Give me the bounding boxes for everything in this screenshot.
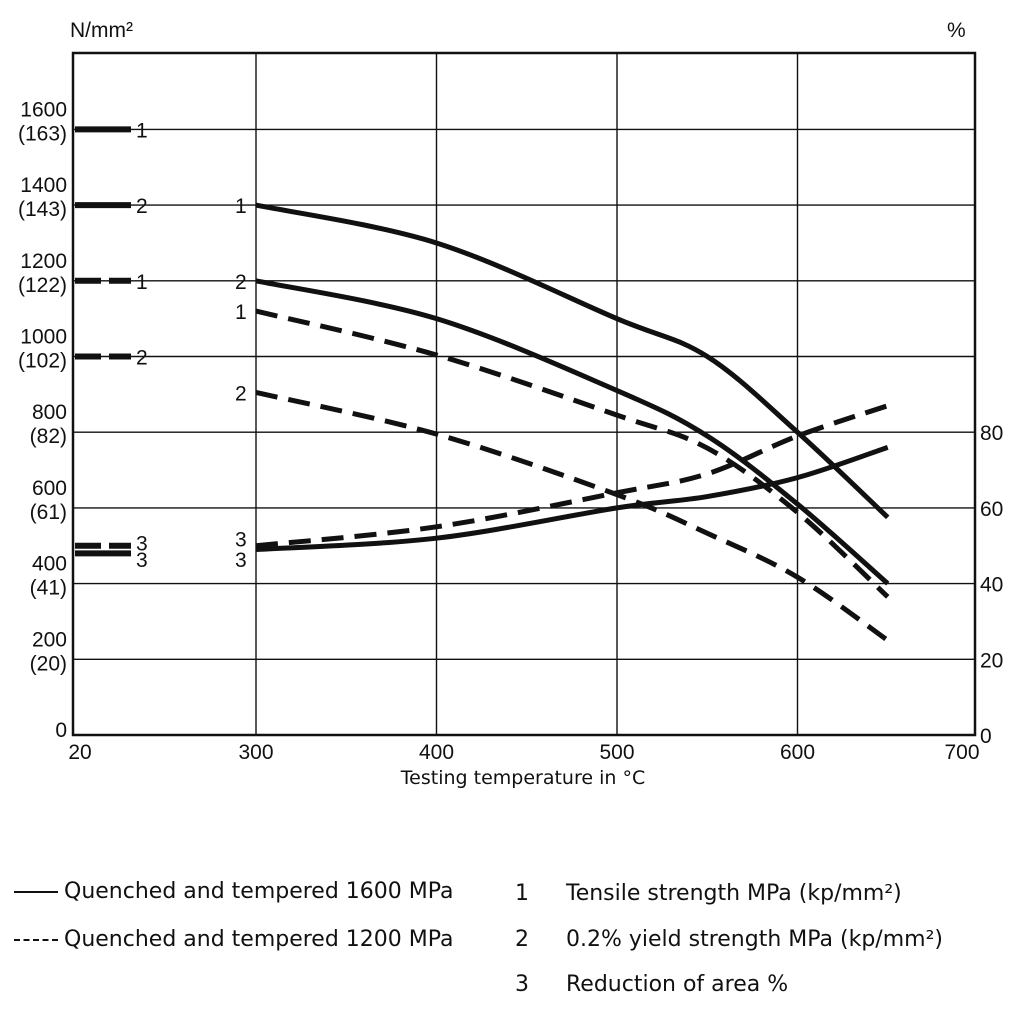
y-tick-label: 800 — [32, 401, 67, 424]
series-line-1-dashed — [255, 308, 890, 599]
right-tick-label: 20 — [980, 649, 1003, 672]
series-label-at-300C: 1 — [235, 195, 247, 218]
y-tick-label: 1200 — [20, 250, 67, 273]
y-tick-label: 1600 — [20, 98, 67, 121]
right-tick-label: 0 — [980, 725, 992, 748]
y-tick-label: 200 — [32, 628, 67, 651]
series-label-at-300C: 2 — [235, 382, 247, 405]
plot-frame — [71, 51, 977, 737]
right-axis-unit: % — [947, 19, 966, 42]
legend-item-solid: Quenched and tempered 1600 MPa — [14, 879, 454, 904]
series-label-at-20C: 1 — [136, 271, 148, 294]
series-line-3-dashed — [255, 403, 889, 549]
series-label-at-20C: 2 — [136, 347, 148, 370]
series-label-at-300C: 1 — [235, 301, 247, 324]
y-tick-sublabel: (20) — [30, 652, 67, 675]
dashed-line-swatch — [14, 938, 58, 941]
legend-code-text: 0.2% yield strength MPa (kp/mm²) — [566, 927, 943, 952]
x-tick-label: 400 — [419, 741, 454, 764]
labels-group: N/mm² %0200(20)400(41)600(61)800(82)1000(… — [18, 19, 1003, 789]
y-tick-sublabel: (122) — [18, 274, 67, 297]
series-group — [75, 126, 890, 643]
legend-code-text: Reduction of area % — [566, 972, 789, 997]
x-tick-label: 300 — [238, 741, 273, 764]
legend-code-number: 1 — [515, 881, 529, 906]
right-tick-label: 60 — [980, 498, 1003, 521]
y-tick-label: 1400 — [20, 174, 67, 197]
y-tick-label: 600 — [32, 477, 67, 500]
series-label-at-300C: 3 — [235, 529, 247, 552]
right-tick-label: 40 — [980, 574, 1003, 597]
y-tick-label: 0 — [55, 719, 67, 742]
solid-line-swatch — [14, 890, 58, 893]
legend-code-number: 2 — [515, 927, 529, 952]
left-axis-unit: N/mm² — [70, 19, 133, 42]
x-tick-label: 600 — [780, 741, 815, 764]
x-tick-label: 700 — [944, 741, 979, 764]
legend-code-number: 3 — [515, 972, 529, 997]
y-tick-sublabel: (82) — [30, 425, 67, 448]
x-tick-label: 500 — [599, 741, 634, 764]
series-label-at-300C: 3 — [235, 549, 247, 572]
chart: N/mm² %0200(20)400(41)600(61)800(82)1000(… — [18, 19, 1003, 789]
y-tick-sublabel: (102) — [18, 350, 67, 373]
right-tick-label: 80 — [980, 422, 1003, 445]
series-label-at-20C: 3 — [136, 549, 148, 572]
y-tick-sublabel: (41) — [30, 577, 67, 600]
y-tick-label: 1000 — [20, 326, 67, 349]
series-label-at-20C: 2 — [136, 195, 148, 218]
x-tick-label: 20 — [68, 741, 91, 764]
y-tick-sublabel: (61) — [30, 501, 67, 524]
y-tick-sublabel: (143) — [18, 198, 67, 221]
y-tick-label: 400 — [32, 553, 67, 576]
legend-item-dashed: Quenched and tempered 1200 MPa — [14, 927, 454, 952]
series-label-at-20C: 3 — [136, 532, 148, 555]
series-line-1-solid — [255, 202, 890, 520]
y-tick-sublabel: (163) — [18, 122, 67, 145]
series-label-at-20C: 1 — [136, 119, 148, 142]
x-axis-label: Testing temperature in °C — [400, 767, 645, 789]
series-label-at-300C: 2 — [235, 271, 247, 294]
legend-label: Quenched and tempered 1600 MPa — [64, 879, 454, 904]
series-line-3-solid — [255, 444, 889, 553]
grid — [71, 51, 977, 737]
series-line-2-solid — [255, 278, 890, 586]
legend-code-text: Tensile strength MPa (kp/mm²) — [566, 881, 902, 906]
legend-label: Quenched and tempered 1200 MPa — [64, 927, 454, 952]
